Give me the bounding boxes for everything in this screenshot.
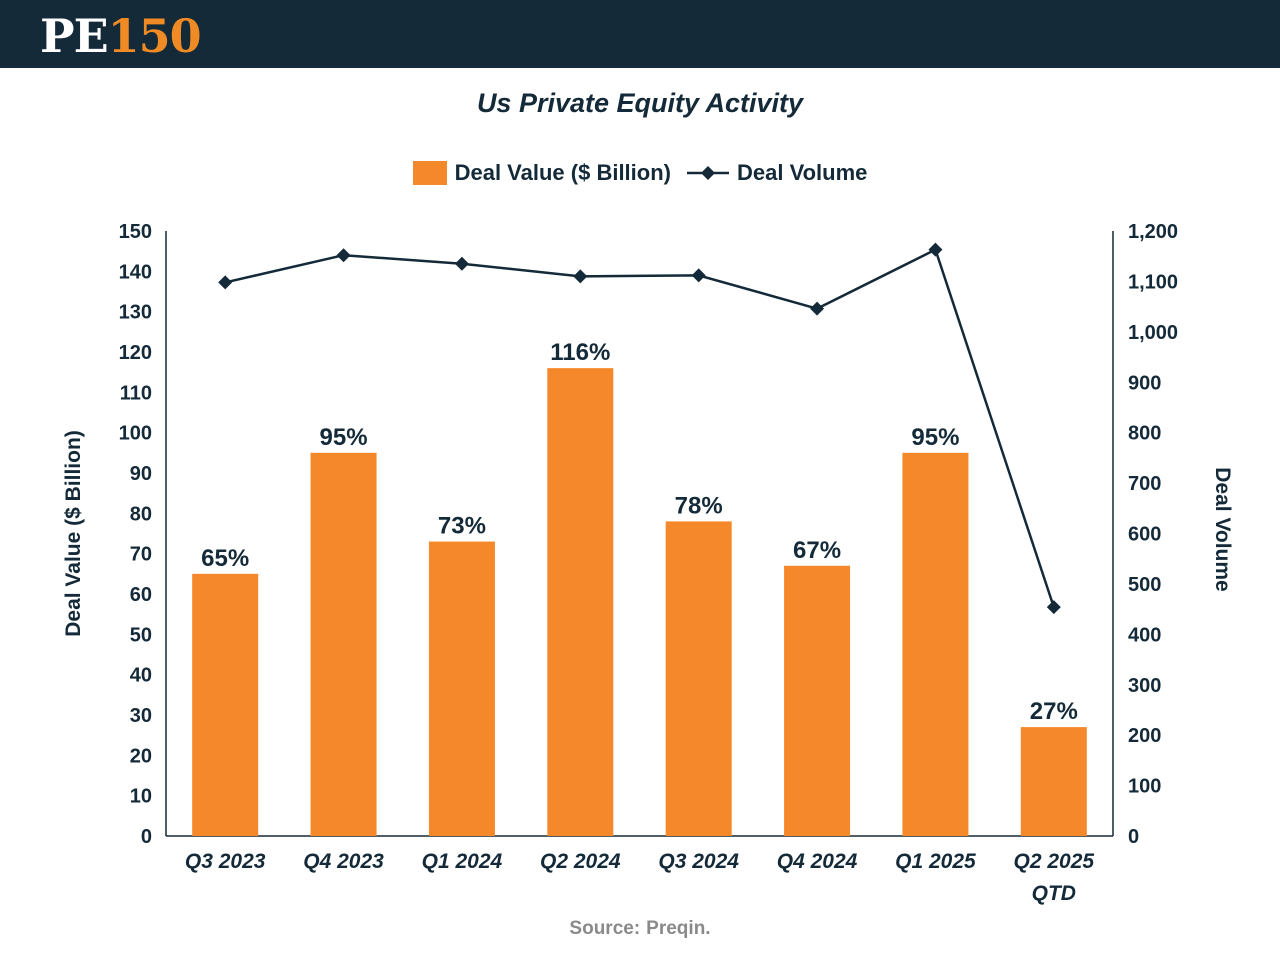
bar-deal-value bbox=[192, 573, 259, 836]
x-tick-label: Q2 2024 bbox=[540, 850, 621, 873]
y-tick-label-right: 800 bbox=[1128, 423, 1161, 445]
x-tick-label: Q1 2024 bbox=[422, 850, 503, 873]
y-tick-label-left: 0 bbox=[141, 826, 152, 848]
bar-data-label: 27% bbox=[1030, 698, 1078, 725]
y-tick-label-right: 400 bbox=[1128, 624, 1161, 646]
source-value: Preqin. bbox=[646, 918, 711, 939]
y-tick-label-right: 100 bbox=[1128, 776, 1161, 798]
legend-line-marker-icon bbox=[686, 166, 729, 180]
y-tick-label-left: 150 bbox=[119, 221, 152, 243]
line-point-deal-volume bbox=[336, 248, 351, 263]
logo-text-150: 150 bbox=[107, 9, 202, 63]
legend-item-deal-value: Deal Value ($ Billion) bbox=[412, 160, 671, 186]
y-tick-label-left: 130 bbox=[119, 302, 152, 324]
legend-item-deal-volume: Deal Volume bbox=[671, 160, 867, 186]
y-tick-label-left: 10 bbox=[130, 786, 152, 808]
bar-data-label: 95% bbox=[911, 424, 959, 451]
bar-deal-value bbox=[665, 521, 732, 836]
y-tick-label-right: 200 bbox=[1128, 725, 1161, 747]
brand-logo: PE150 bbox=[40, 8, 202, 64]
bar-data-label: 95% bbox=[320, 424, 368, 451]
y-tick-label-left: 90 bbox=[130, 463, 152, 485]
line-point-deal-volume bbox=[928, 242, 943, 257]
x-tick-label: Q1 2025 bbox=[895, 850, 976, 873]
y-axis-title-right: Deal Volume bbox=[1211, 467, 1234, 591]
bar-deal-value bbox=[428, 541, 495, 836]
bar-deal-value bbox=[310, 452, 377, 836]
line-point-deal-volume bbox=[691, 268, 706, 283]
y-tick-label-right: 500 bbox=[1128, 574, 1161, 596]
y-tick-label-left: 30 bbox=[130, 705, 152, 727]
y-tick-label-right: 700 bbox=[1128, 473, 1161, 495]
y-tick-label-left: 40 bbox=[130, 665, 152, 687]
logo-text-pe: PE bbox=[40, 9, 109, 63]
line-point-deal-volume bbox=[810, 301, 825, 316]
y-tick-label-left: 110 bbox=[120, 382, 152, 404]
x-tick-label: Q4 2024 bbox=[777, 850, 858, 873]
x-tick-label: Q2 2025 bbox=[1014, 850, 1095, 873]
bar-data-label: 78% bbox=[675, 492, 723, 519]
bar-data-label: 73% bbox=[438, 513, 486, 540]
y-tick-label-right: 0 bbox=[1128, 826, 1139, 848]
chart-title: Us Private Equity Activity bbox=[476, 88, 804, 118]
y-tick-label-left: 20 bbox=[130, 745, 152, 767]
line-point-deal-volume bbox=[573, 269, 588, 284]
bar-data-label: 67% bbox=[793, 537, 841, 564]
bar-data-label: 116% bbox=[550, 339, 610, 366]
x-tick-label: Q3 2024 bbox=[658, 850, 739, 873]
y-tick-label-right: 1,200 bbox=[1128, 221, 1178, 243]
y-tick-label-right: 600 bbox=[1128, 524, 1161, 546]
y-tick-label-left: 80 bbox=[130, 503, 152, 525]
y-tick-label-left: 120 bbox=[119, 342, 152, 364]
line-point-deal-volume bbox=[1046, 600, 1061, 615]
legend-label-deal-value: Deal Value ($ Billion) bbox=[454, 160, 671, 185]
legend-label-deal-volume: Deal Volume bbox=[736, 160, 868, 185]
y-tick-label-left: 50 bbox=[130, 624, 152, 646]
source-label: Source: bbox=[569, 918, 641, 939]
y-tick-label-right: 300 bbox=[1128, 675, 1161, 697]
chart-legend: Deal Value ($ Billion) Deal Volume bbox=[0, 160, 1280, 186]
bar-deal-value bbox=[784, 565, 851, 836]
y-tick-label-right: 900 bbox=[1128, 372, 1161, 394]
bar-deal-value bbox=[547, 368, 614, 836]
bar-deal-value bbox=[902, 452, 969, 836]
x-tick-label: Q4 2023 bbox=[303, 850, 384, 873]
bar-data-label: 65% bbox=[201, 545, 249, 572]
x-tick-label: Q3 2023 bbox=[185, 850, 266, 873]
line-point-deal-volume bbox=[454, 256, 469, 271]
y-axis-title-left: Deal Value ($ Billion) bbox=[62, 430, 85, 637]
y-tick-label-left: 140 bbox=[119, 261, 152, 283]
line-deal-volume bbox=[224, 247, 1055, 608]
y-tick-label-right: 1,100 bbox=[1128, 271, 1178, 293]
header-bar: PE150 bbox=[0, 0, 1280, 68]
legend-bar-swatch-icon bbox=[412, 161, 447, 185]
x-tick-label: QTD bbox=[1032, 882, 1076, 905]
source-note: Source: Preqin. bbox=[0, 918, 1280, 940]
y-tick-label-left: 70 bbox=[130, 544, 152, 566]
y-tick-label-right: 1,000 bbox=[1128, 322, 1178, 344]
y-tick-label-left: 100 bbox=[119, 423, 152, 445]
line-point-deal-volume bbox=[218, 275, 233, 290]
bar-deal-value bbox=[1020, 727, 1087, 836]
y-tick-label-left: 60 bbox=[130, 584, 152, 606]
